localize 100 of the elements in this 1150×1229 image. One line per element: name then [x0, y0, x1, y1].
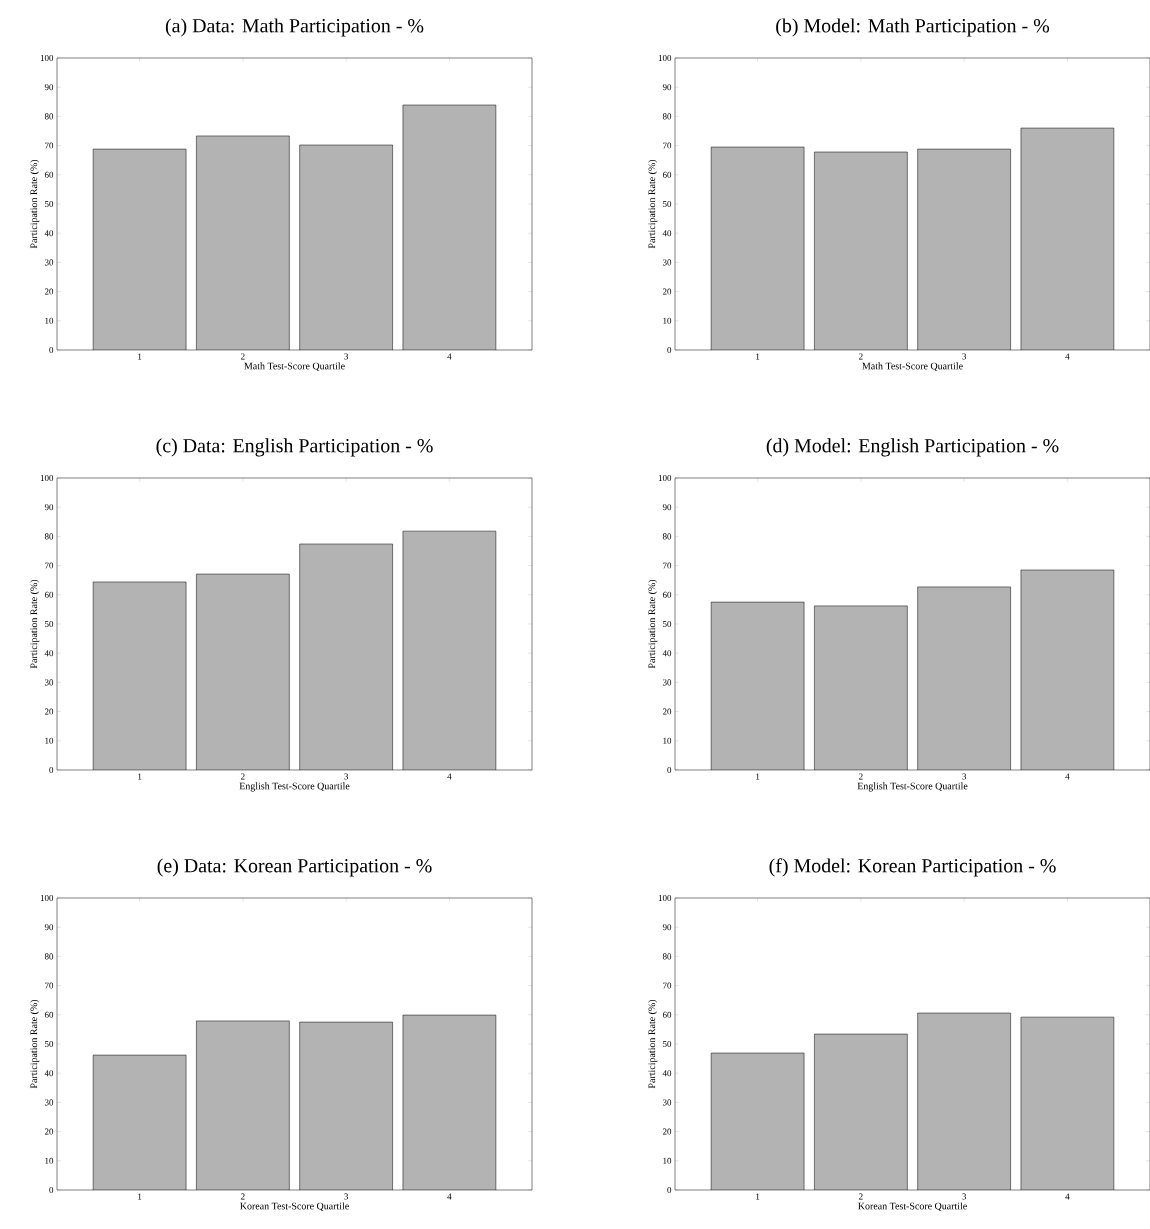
x-tick-label: 1 [138, 1193, 142, 1200]
y-tick-label: 50 [45, 1040, 54, 1048]
y-tick-label: 100 [40, 474, 54, 482]
y-tick-label: 40 [44, 1070, 54, 1077]
y-tick-label: 0 [49, 766, 54, 774]
x-axis-title: Korean Test-Score Quartile [240, 1202, 349, 1211]
y-tick-label: 40 [44, 230, 54, 237]
y-tick-label: 20 [662, 708, 672, 715]
y-tick-label: 50 [663, 200, 672, 208]
y-tick-label: 60 [662, 591, 672, 598]
chart-title: (c) Data: English Participation - % [156, 438, 433, 457]
y-tick-label: 20 [662, 1128, 672, 1135]
y-tick-label: 90 [44, 924, 54, 931]
x-tick-label: 2 [859, 773, 863, 780]
y-tick-label: 10 [663, 317, 672, 324]
y-tick-label: 90 [44, 504, 54, 511]
y-tick-label: 20 [44, 708, 54, 715]
x-tick-label: 4 [447, 1193, 452, 1200]
x-tick-label: 3 [344, 1193, 349, 1200]
y-axis-title: Participation Rate (%) [648, 999, 658, 1089]
y-tick-label: 10 [45, 1157, 54, 1164]
x-axis-title: Korean Test-Score Quartile [858, 1202, 967, 1211]
y-tick-label: 10 [45, 317, 54, 324]
y-tick-label: 30 [662, 259, 672, 266]
chart-title: (e) Data: Korean Participation - % [157, 858, 432, 877]
x-tick-label: 3 [344, 773, 349, 780]
x-tick-label: 4 [447, 353, 452, 360]
y-tick-label: 20 [44, 288, 54, 295]
y-axis-title: Participation Rate (%) [30, 159, 40, 249]
y-tick-label: 80 [44, 113, 54, 120]
y-tick-label: 10 [45, 737, 54, 744]
y-tick-label: 60 [44, 171, 54, 178]
x-tick-label: 2 [859, 353, 863, 360]
y-tick-label: 20 [662, 288, 672, 295]
y-tick-label: 100 [658, 894, 672, 902]
y-axis-title: Participation Rate (%) [30, 999, 40, 1089]
y-tick-label: 10 [663, 1157, 672, 1164]
y-tick-label: 100 [40, 894, 54, 902]
y-tick-label: 20 [44, 1128, 54, 1135]
y-tick-label: 10 [663, 737, 672, 744]
y-tick-label: 80 [662, 113, 672, 120]
y-tick-label: 0 [49, 346, 54, 354]
y-tick-label: 70 [663, 562, 672, 569]
bar [1020, 569, 1115, 770]
y-tick-label: 30 [44, 1099, 54, 1106]
y-tick-label: 100 [40, 54, 54, 62]
y-tick-label: 40 [662, 1070, 672, 1077]
x-tick-label: 3 [962, 773, 967, 780]
y-tick-label: 50 [45, 200, 54, 208]
x-tick-label: 1 [756, 1193, 760, 1200]
y-tick-label: 60 [44, 1011, 54, 1018]
x-axis-title: English Test-Score Quartile [857, 782, 968, 792]
bar [93, 581, 187, 770]
x-tick-label: 3 [962, 353, 967, 360]
y-tick-label: 30 [44, 259, 54, 266]
y-tick-label: 100 [658, 474, 672, 482]
x-axis-title: Math Test-Score Quartile [862, 362, 963, 371]
y-tick-label: 0 [667, 1186, 672, 1194]
y-tick-label: 30 [662, 679, 672, 686]
y-tick-label: 80 [662, 953, 672, 960]
x-tick-label: 2 [859, 1193, 863, 1200]
x-tick-label: 3 [962, 1193, 967, 1200]
y-tick-label: 60 [44, 591, 54, 598]
bar [299, 543, 393, 770]
bar [1020, 1016, 1115, 1190]
y-tick-label: 30 [662, 1099, 672, 1106]
y-tick-label: 0 [49, 1186, 54, 1194]
y-tick-label: 90 [662, 924, 672, 931]
bar [402, 530, 497, 770]
bar [196, 574, 290, 770]
chart-title: (a) Data: Math Participation - % [165, 18, 424, 37]
bar [711, 1053, 805, 1190]
bar [711, 602, 805, 770]
y-tick-label: 70 [663, 982, 672, 989]
x-tick-label: 3 [344, 353, 349, 360]
x-axis-title: Math Test-Score Quartile [244, 362, 345, 371]
y-axis-title: Participation Rate (%) [30, 579, 40, 669]
x-tick-label: 1 [138, 773, 142, 780]
y-tick-label: 80 [44, 533, 54, 540]
chart-title: (f) Model: Korean Participation - % [769, 858, 1056, 877]
y-tick-label: 30 [44, 679, 54, 686]
y-tick-label: 70 [45, 142, 54, 149]
y-tick-label: 50 [45, 620, 54, 628]
y-tick-label: 90 [44, 84, 54, 91]
y-tick-label: 80 [662, 533, 672, 540]
y-axis-title: Participation Rate (%) [648, 159, 658, 249]
y-tick-label: 70 [45, 982, 54, 989]
y-tick-label: 0 [667, 766, 672, 774]
y-tick-label: 70 [45, 562, 54, 569]
y-tick-label: 80 [44, 953, 54, 960]
y-tick-label: 40 [662, 230, 672, 237]
x-tick-label: 4 [1065, 1193, 1070, 1200]
y-tick-label: 60 [662, 171, 672, 178]
y-tick-label: 100 [658, 54, 672, 62]
y-tick-label: 50 [663, 620, 672, 628]
x-tick-label: 2 [241, 773, 245, 780]
x-tick-label: 1 [138, 353, 142, 360]
x-tick-label: 4 [447, 773, 452, 780]
x-tick-label: 4 [1065, 353, 1070, 360]
bar [814, 1034, 908, 1190]
